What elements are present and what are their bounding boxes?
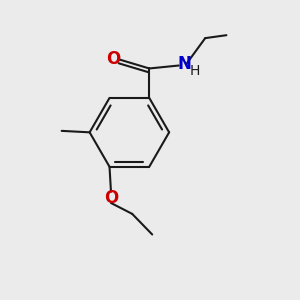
Text: O: O: [106, 50, 121, 68]
Text: H: H: [189, 64, 200, 78]
Text: N: N: [177, 55, 191, 73]
Text: O: O: [104, 189, 118, 207]
